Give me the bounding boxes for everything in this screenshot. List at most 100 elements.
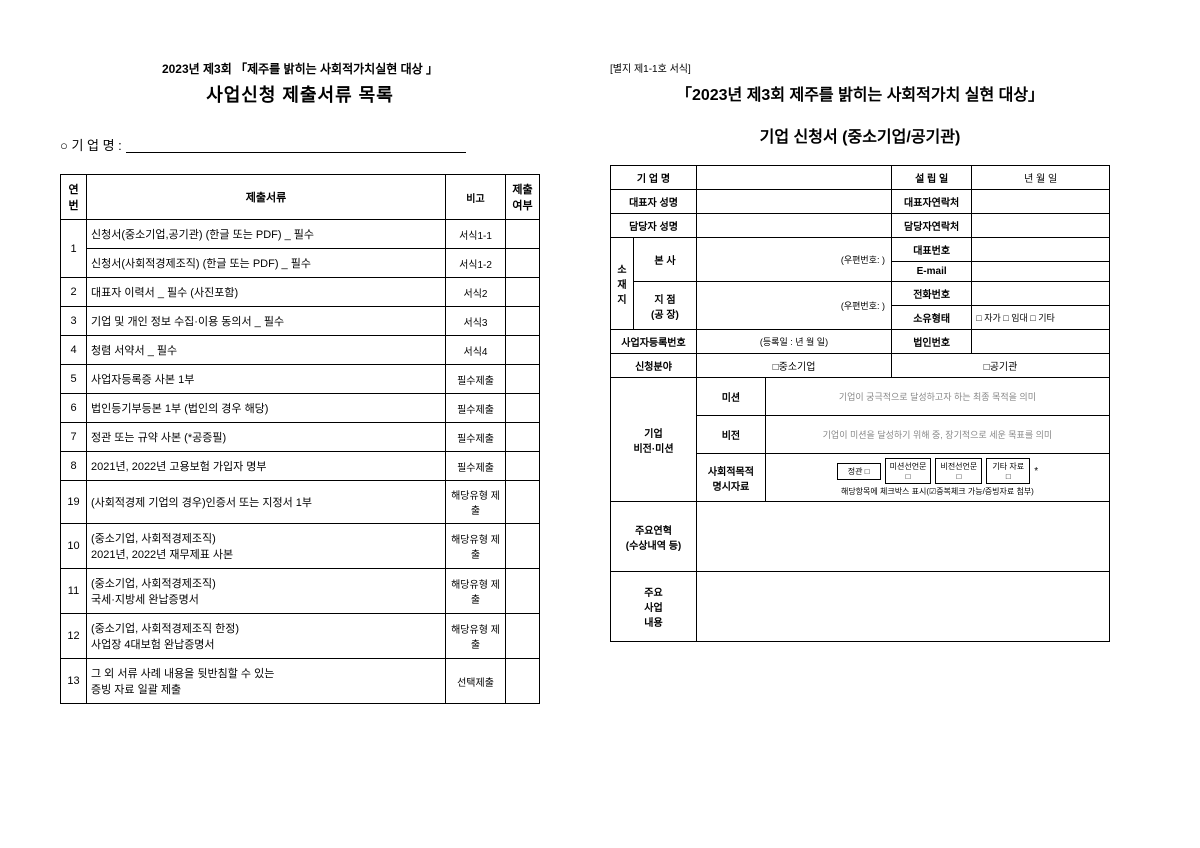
row-remark: 해당유형 제출 bbox=[446, 481, 506, 524]
row-doc: 대표자 이력서 _ 필수 (사진포함) bbox=[87, 278, 446, 307]
table-row: 1신청서(중소기업,공기관) (한글 또는 PDF) _ 필수서식1-1 bbox=[61, 220, 540, 249]
label-history: 주요연혁 (수상내역 등) bbox=[611, 502, 697, 572]
doc-opt-b: 미션선언문 □ bbox=[885, 458, 932, 484]
table-row: 13그 외 서류 사례 내용을 뒷반침할 수 있는 증빙 자료 일괄 제출선택제… bbox=[61, 659, 540, 704]
row-doc: 신청서(중소기업,공기관) (한글 또는 PDF) _ 필수 bbox=[87, 220, 446, 249]
row-check bbox=[506, 481, 540, 524]
field-social-docs: 정관 □ 미션선언문 □ 비전선언문 □ 기타 자료 □ * 해당항목에 체크박… bbox=[765, 454, 1109, 502]
table-row: 신청서(사회적경제조직) (한글 또는 PDF) _ 필수서식1-2 bbox=[61, 249, 540, 278]
row-remark: 해당유형 제출 bbox=[446, 524, 506, 569]
label-company: 기 업 명 bbox=[611, 166, 697, 190]
label-vision-mission: 기업 비전·미션 bbox=[611, 378, 697, 502]
table-row: 11(중소기업, 사회적경제조직) 국세·지방세 완납증명서해당유형 제출 bbox=[61, 569, 540, 614]
row-remark: 해당유형 제출 bbox=[446, 614, 506, 659]
right-title1: 「2023년 제3회 제주를 밝히는 사회적가치 실현 대상」 bbox=[610, 81, 1110, 105]
col-header-remark: 비고 bbox=[446, 175, 506, 220]
field-hq-zip: (우편번호: ) bbox=[697, 238, 892, 282]
row-remark: 서식4 bbox=[446, 336, 506, 365]
row-remark: 해당유형 제출 bbox=[446, 569, 506, 614]
row-num: 11 bbox=[61, 569, 87, 614]
field-corpno bbox=[972, 330, 1110, 354]
table-row: 2대표자 이력서 _ 필수 (사진포함)서식2 bbox=[61, 278, 540, 307]
hint-vision: 기업이 미션을 달성하기 위해 중, 장기적으로 세운 목표를 의미 bbox=[765, 416, 1109, 454]
row-num: 12 bbox=[61, 614, 87, 659]
left-title: 사업신청 제출서류 목록 bbox=[60, 81, 540, 107]
row-num: 4 bbox=[61, 336, 87, 365]
label-phone: 전화번호 bbox=[892, 282, 972, 306]
row-num: 7 bbox=[61, 423, 87, 452]
label-email: E-mail bbox=[892, 262, 972, 282]
field-history bbox=[697, 502, 1110, 572]
label-owntype: 소유형태 bbox=[892, 306, 972, 330]
row-remark: 필수제출 bbox=[446, 394, 506, 423]
label-address: 소재지 bbox=[611, 238, 634, 330]
row-check bbox=[506, 220, 540, 249]
right-title2: 기업 신청서 (중소기업/공기관) bbox=[610, 123, 1110, 147]
label-mission: 미션 bbox=[697, 378, 766, 416]
row-check bbox=[506, 614, 540, 659]
row-check bbox=[506, 524, 540, 569]
table-row: 19(사회적경제 기업의 경우)인증서 또는 지정서 1부해당유형 제출 bbox=[61, 481, 540, 524]
row-remark: 선택제출 bbox=[446, 659, 506, 704]
row-check bbox=[506, 278, 540, 307]
row-doc: 신청서(사회적경제조직) (한글 또는 PDF) _ 필수 bbox=[87, 249, 446, 278]
row-check bbox=[506, 452, 540, 481]
field-mainphone bbox=[972, 238, 1110, 262]
row-num: 2 bbox=[61, 278, 87, 307]
field-cat-public: □공기관 bbox=[892, 354, 1110, 378]
field-ceo bbox=[697, 190, 892, 214]
col-header-check: 제출여부 bbox=[506, 175, 540, 220]
label-ceo-contact: 대표자연락처 bbox=[892, 190, 972, 214]
label-manager-contact: 담당자연락처 bbox=[892, 214, 972, 238]
row-check bbox=[506, 394, 540, 423]
application-form-table: 기 업 명 설 립 일 년 월 일 대표자 성명 대표자연락처 담당자 성명 담… bbox=[610, 165, 1110, 642]
field-manager bbox=[697, 214, 892, 238]
field-phone bbox=[972, 282, 1110, 306]
field-branch-zip: (우편번호: ) bbox=[697, 282, 892, 330]
company-name-line: ○ 기 업 명 : bbox=[60, 135, 540, 154]
field-company bbox=[697, 166, 892, 190]
row-doc: 정관 또는 규약 사본 (*공증필) bbox=[87, 423, 446, 452]
row-doc: 청렴 서약서 _ 필수 bbox=[87, 336, 446, 365]
table-row: 4청렴 서약서 _ 필수서식4 bbox=[61, 336, 540, 365]
doc-opt-d: 기타 자료 □ bbox=[986, 458, 1030, 484]
row-num: 1 bbox=[61, 220, 87, 278]
table-row: 6법인등기부등본 1부 (법인의 경우 해당)필수제출 bbox=[61, 394, 540, 423]
label-estdate: 설 립 일 bbox=[892, 166, 972, 190]
document-list-table: 연번 제출서류 비고 제출여부 1신청서(중소기업,공기관) (한글 또는 PD… bbox=[60, 174, 540, 704]
row-doc: 2021년, 2022년 고용보험 가입자 명부 bbox=[87, 452, 446, 481]
label-bizno: 사업자등록번호 bbox=[611, 330, 697, 354]
label-manager: 담당자 성명 bbox=[611, 214, 697, 238]
row-check bbox=[506, 307, 540, 336]
field-email bbox=[972, 262, 1110, 282]
row-remark: 서식3 bbox=[446, 307, 506, 336]
field-cat-sme: □중소기업 bbox=[697, 354, 892, 378]
label-social-docs: 사회적목적 명시자료 bbox=[697, 454, 766, 502]
left-document-page: 2023년 제3회 「제주를 밝히는 사회적가치실현 대상 」 사업신청 제출서… bbox=[20, 40, 580, 808]
label-vision: 비전 bbox=[697, 416, 766, 454]
row-doc: 법인등기부등본 1부 (법인의 경우 해당) bbox=[87, 394, 446, 423]
row-num: 19 bbox=[61, 481, 87, 524]
left-subtitle: 2023년 제3회 「제주를 밝히는 사회적가치실현 대상 」 bbox=[60, 60, 540, 77]
row-check bbox=[506, 659, 540, 704]
label-corpno: 법인번호 bbox=[892, 330, 972, 354]
hint-mission: 기업이 궁극적으로 달성하고자 하는 최종 목적을 의미 bbox=[765, 378, 1109, 416]
table-row: 12(중소기업, 사회적경제조직 한정) 사업장 4대보험 완납증명서해당유형 … bbox=[61, 614, 540, 659]
field-estdate: 년 월 일 bbox=[972, 166, 1110, 190]
field-business bbox=[697, 572, 1110, 642]
label-hq: 본 사 bbox=[633, 238, 696, 282]
label-branch: 지 점 (공 장) bbox=[633, 282, 696, 330]
row-doc: (사회적경제 기업의 경우)인증서 또는 지정서 1부 bbox=[87, 481, 446, 524]
row-check bbox=[506, 336, 540, 365]
form-number-note: [별지 제1-1호 서식] bbox=[610, 60, 1110, 75]
row-remark: 서식1-2 bbox=[446, 249, 506, 278]
company-name-label: ○ 기 업 명 : bbox=[60, 135, 122, 154]
field-manager-contact bbox=[972, 214, 1110, 238]
right-document-page: [별지 제1-1호 서식] 「2023년 제3회 제주를 밝히는 사회적가치 실… bbox=[580, 40, 1140, 808]
row-check bbox=[506, 249, 540, 278]
row-doc: (중소기업, 사회적경제조직 한정) 사업장 4대보험 완납증명서 bbox=[87, 614, 446, 659]
row-num: 6 bbox=[61, 394, 87, 423]
field-owntype: □ 자가 □ 임대 □ 기타 bbox=[972, 306, 1110, 330]
row-num: 3 bbox=[61, 307, 87, 336]
table-row: 7정관 또는 규약 사본 (*공증필)필수제출 bbox=[61, 423, 540, 452]
